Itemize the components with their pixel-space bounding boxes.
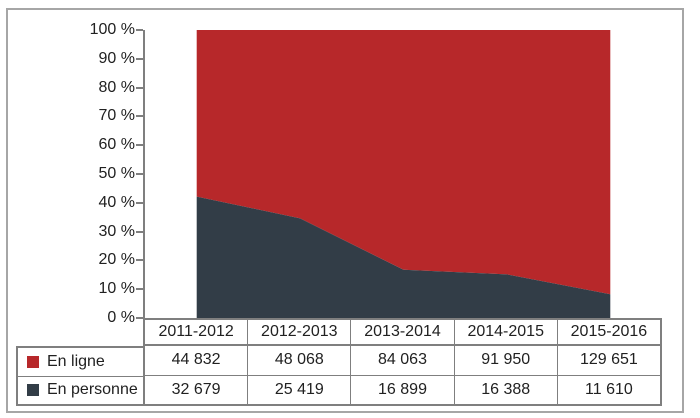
category-header-cell: 2013-2014 <box>350 320 453 344</box>
y-axis-tick-mark <box>136 86 143 89</box>
en-ligne-swatch-icon <box>27 355 39 368</box>
y-axis-tick-label: 100 % <box>89 21 135 38</box>
y-axis-tick-mark <box>136 29 143 31</box>
y-axis-tick-label: 80 % <box>98 78 135 96</box>
legend-row-en-personne: En personne <box>18 375 143 405</box>
x-axis-category-row: 2011-2012 2012-2013 2013-2014 2014-2015 … <box>143 318 662 346</box>
table-cell: 48 068 <box>247 346 350 375</box>
table-cell: 84 063 <box>350 346 453 375</box>
y-axis-tick-label: 0 % <box>107 309 135 326</box>
y-axis-tick-label: 90 % <box>98 49 135 67</box>
y-axis-tick-label: 50 % <box>98 165 135 182</box>
data-table: 44 832 48 068 84 063 91 950 129 651 32 6… <box>143 346 662 406</box>
table-cell: 32 679 <box>171 380 221 398</box>
table-cell: 91 950 <box>453 346 557 375</box>
y-axis-tick-label: 40 % <box>98 193 135 211</box>
legend-label-en-personne: En personne <box>47 381 138 399</box>
y-axis-tick-mark <box>136 173 143 175</box>
table-cell: 129 651 <box>556 346 660 375</box>
table-cell: 44 832 <box>171 351 221 369</box>
category-header-cell: 2012-2013 <box>247 320 350 344</box>
table-cell: 16 388 <box>453 375 557 404</box>
en-personne-swatch-icon <box>27 384 39 397</box>
legend-label-en-ligne: En ligne <box>47 352 105 370</box>
y-axis-tick-label: 20 % <box>98 251 135 269</box>
y-axis-tick-mark <box>136 259 143 262</box>
y-axis-tick-mark <box>136 57 143 60</box>
y-axis-tick-label: 70 % <box>98 107 135 125</box>
y-axis-tick-mark <box>136 144 143 147</box>
series-en-personne-area <box>196 196 611 318</box>
table-cell: 16 899 <box>350 375 453 404</box>
y-axis-tick-label: 60 % <box>98 136 135 154</box>
table-cell: 11 610 <box>556 375 660 404</box>
table-row-en-ligne: 44 832 48 068 84 063 91 950 129 651 <box>145 346 660 375</box>
y-axis-tick-mark <box>136 115 143 118</box>
legend-table: En ligne En personne <box>16 346 143 406</box>
table-row-en-personne: 32 679 25 419 16 899 16 388 11 610 <box>145 374 660 404</box>
y-axis-tick-label: 30 % <box>98 222 135 240</box>
category-header-cell: 2014-2015 <box>453 320 557 344</box>
y-axis-tick-label: 10 % <box>98 280 135 298</box>
y-axis-tick-mark <box>136 288 143 291</box>
table-cell: 25 419 <box>247 375 350 404</box>
y-axis-tick-mark <box>136 230 143 233</box>
legend-row-en-ligne: En ligne <box>18 348 143 376</box>
y-axis-line <box>143 30 145 318</box>
category-header-cell: 2015-2016 <box>556 320 660 344</box>
y-axis-tick-mark <box>136 317 143 319</box>
y-axis-tick-mark <box>136 201 143 204</box>
category-header-cell: 2011-2012 <box>158 323 234 340</box>
series-en-ligne-area <box>196 30 611 295</box>
